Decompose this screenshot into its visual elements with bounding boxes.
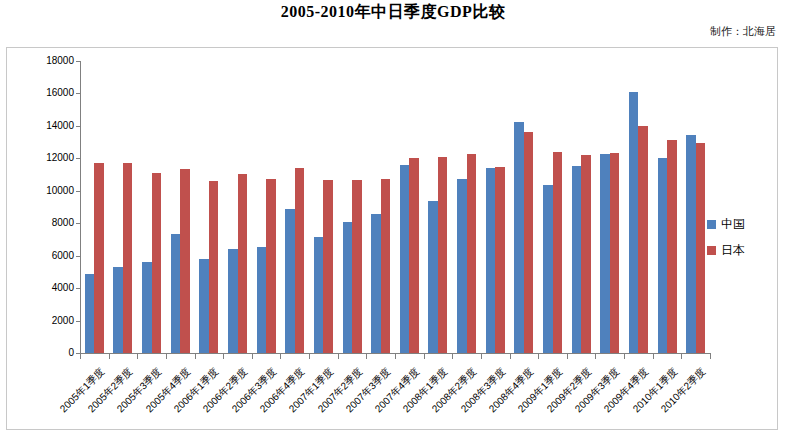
bar-japan (295, 168, 305, 353)
x-axis-tick (137, 354, 138, 359)
chart-title: 2005-2010年中日季度GDP比较 (0, 2, 786, 23)
bar-japan (180, 169, 190, 353)
bar-japan (352, 180, 362, 353)
y-axis-tick-label: 2000 (32, 315, 74, 327)
x-axis-tick (166, 354, 167, 359)
x-axis-tick (395, 354, 396, 359)
legend-marker-icon (707, 220, 716, 229)
x-axis-tick (195, 354, 196, 359)
bar-japan (381, 179, 391, 353)
bar-japan (323, 180, 333, 353)
bar-china (113, 267, 123, 353)
x-axis-tick (510, 354, 511, 359)
y-axis-tick (76, 288, 80, 289)
y-axis-tick-label: 8000 (32, 217, 74, 229)
bar-japan (581, 155, 591, 353)
bar-japan (495, 167, 505, 353)
bar-china (314, 237, 324, 353)
bar-japan (524, 132, 534, 353)
bar-japan (409, 158, 419, 353)
bar-china (514, 122, 524, 353)
x-axis-tick (481, 354, 482, 359)
x-axis-tick (366, 354, 367, 359)
y-axis-tick (76, 61, 80, 62)
x-axis-tick (424, 354, 425, 359)
y-axis-tick-label: 0 (32, 347, 74, 359)
legend: 中国日本 (707, 216, 745, 268)
x-axis-tick (567, 354, 568, 359)
bar-japan (467, 154, 477, 353)
bar-china (228, 249, 238, 353)
x-axis-tick (309, 354, 310, 359)
y-axis-tick-label: 16000 (32, 87, 74, 99)
bar-china (343, 222, 353, 353)
bar-japan (610, 153, 620, 353)
chart-frame: 中国日本 0 2000 4000 6000 8000 10000 12000 14000 160… (6, 47, 778, 430)
x-axis-tick (280, 354, 281, 359)
y-axis-line (80, 61, 81, 354)
y-axis-tick-label: 18000 (32, 55, 74, 67)
y-axis-tick-label: 12000 (32, 152, 74, 164)
bar-china (371, 214, 381, 353)
x-axis-tick (338, 354, 339, 359)
credit-text: 制作：北海居 (710, 24, 776, 39)
bar-japan (238, 174, 248, 353)
x-axis-tick (710, 354, 711, 359)
legend-label: 中国 (721, 216, 745, 233)
x-axis-tick (653, 354, 654, 359)
bar-china (543, 185, 553, 353)
x-axis-tick (452, 354, 453, 359)
bar-china (142, 262, 152, 353)
bar-china (428, 201, 438, 353)
bar-japan (438, 157, 448, 353)
bar-china (658, 158, 668, 353)
bar-china (257, 247, 267, 353)
chart-page: 2005-2010年中日季度GDP比较 制作：北海居 中国日本 0 2000 400… (0, 0, 786, 442)
bar-japan (667, 140, 677, 353)
x-axis-tick (681, 354, 682, 359)
bar-japan (696, 143, 706, 353)
x-axis-tick (624, 354, 625, 359)
bar-china (400, 165, 410, 353)
bar-china (85, 274, 95, 353)
y-axis-tick (76, 158, 80, 159)
y-axis-tick-label: 6000 (32, 250, 74, 262)
y-axis-tick (76, 223, 80, 224)
bar-china (486, 168, 496, 353)
x-axis-tick (109, 354, 110, 359)
bar-china (171, 234, 181, 353)
bar-japan (266, 179, 276, 353)
y-axis-tick-label: 4000 (32, 282, 74, 294)
bar-china (686, 135, 696, 353)
bar-china (457, 179, 467, 353)
bar-china (199, 259, 209, 353)
y-axis-tick (76, 93, 80, 94)
legend-label: 日本 (721, 242, 745, 259)
bar-japan (638, 126, 648, 353)
x-axis-tick (80, 354, 81, 359)
x-axis-tick (252, 354, 253, 359)
y-axis-tick (76, 256, 80, 257)
bar-china (285, 209, 295, 353)
bar-japan (209, 181, 219, 353)
y-axis-tick (76, 191, 80, 192)
bar-china (572, 166, 582, 353)
legend-marker-icon (707, 246, 716, 255)
bar-japan (123, 163, 133, 353)
bar-china (600, 154, 610, 353)
x-axis-tick (223, 354, 224, 359)
y-axis-tick-label: 14000 (32, 120, 74, 132)
bar-japan (553, 152, 563, 353)
bar-japan (94, 163, 104, 353)
y-axis-tick-label: 10000 (32, 185, 74, 197)
y-axis-tick (76, 321, 80, 322)
bar-china (629, 92, 639, 353)
x-axis-tick (538, 354, 539, 359)
x-axis-tick (595, 354, 596, 359)
legend-item: 日本 (707, 242, 745, 259)
legend-item: 中国 (707, 216, 745, 233)
y-axis-tick (76, 126, 80, 127)
bar-japan (152, 173, 162, 353)
